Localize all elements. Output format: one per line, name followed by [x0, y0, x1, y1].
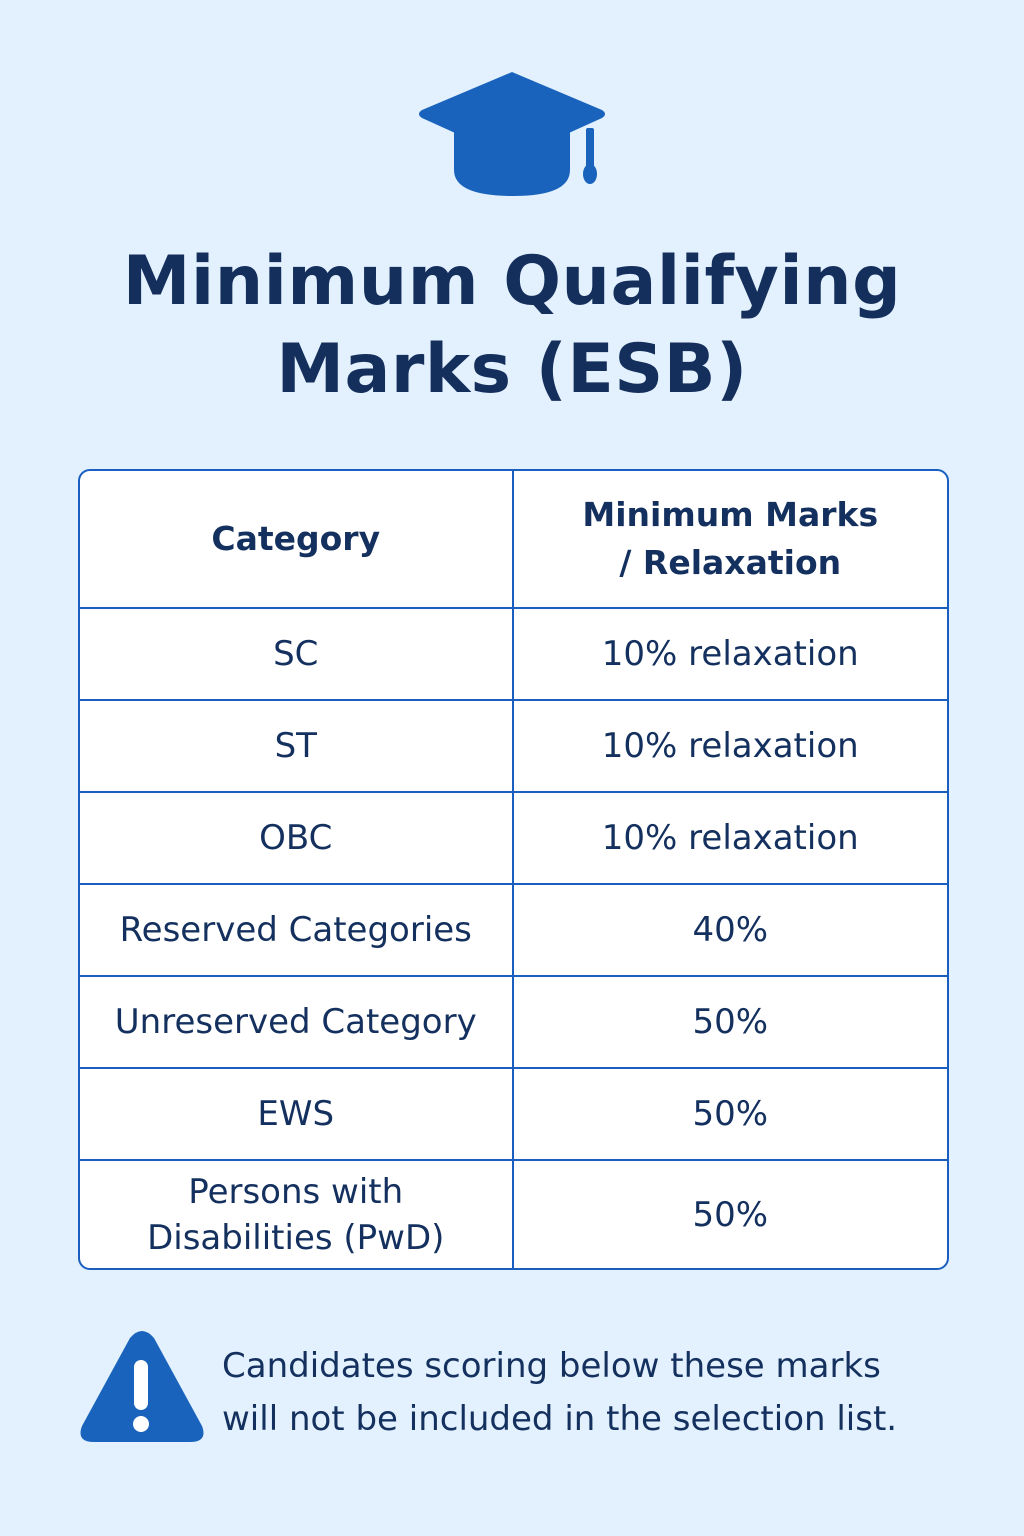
disclaimer-note: Candidates scoring below these marks wil…: [222, 1340, 897, 1446]
marks-cell: 50%: [513, 977, 947, 1069]
table-row: SC 10% relaxation: [80, 609, 947, 701]
table-row: EWS 50%: [80, 1069, 947, 1161]
warning-icon: [80, 1331, 204, 1442]
column-header-category: Category: [80, 471, 514, 609]
category-cell: Unreserved Category: [80, 977, 514, 1069]
marks-cell: 50%: [513, 1069, 947, 1161]
category-cell: ST: [80, 701, 514, 793]
table-row: Persons with Disabilities (PwD) 50%: [80, 1161, 947, 1268]
marks-cell: 10% relaxation: [513, 701, 947, 793]
category-cell: Reserved Categories: [80, 885, 514, 977]
marks-cell: 10% relaxation: [513, 793, 947, 885]
table-row: Unreserved Category 50%: [80, 977, 947, 1069]
category-cell: SC: [80, 609, 514, 701]
marks-cell: 10% relaxation: [513, 609, 947, 701]
table-row: OBC 10% relaxation: [80, 793, 947, 885]
marks-cell: 40%: [513, 885, 947, 977]
note-line: will not be included in the selection li…: [222, 1399, 898, 1439]
note-line: Candidates scoring below these marks: [222, 1346, 881, 1386]
table-row: Reserved Categories 40%: [80, 885, 947, 977]
marks-cell: 50%: [692, 1194, 769, 1235]
table-row: ST 10% relaxation: [80, 701, 947, 793]
table-header-row: Category Minimum Marks / Relaxation: [80, 471, 947, 609]
page-title: Minimum Qualifying Marks (ESB): [122, 242, 902, 409]
column-header-marks: Minimum Marks / Relaxation: [513, 471, 947, 609]
marks-table: Category Minimum Marks / Relaxation SC 10…: [78, 469, 949, 1270]
graduation-cap-icon: [419, 72, 605, 196]
category-cell: Persons with Disabilities (PwD): [80, 1161, 514, 1268]
category-cell: EWS: [80, 1069, 514, 1161]
category-cell: OBC: [80, 793, 514, 885]
